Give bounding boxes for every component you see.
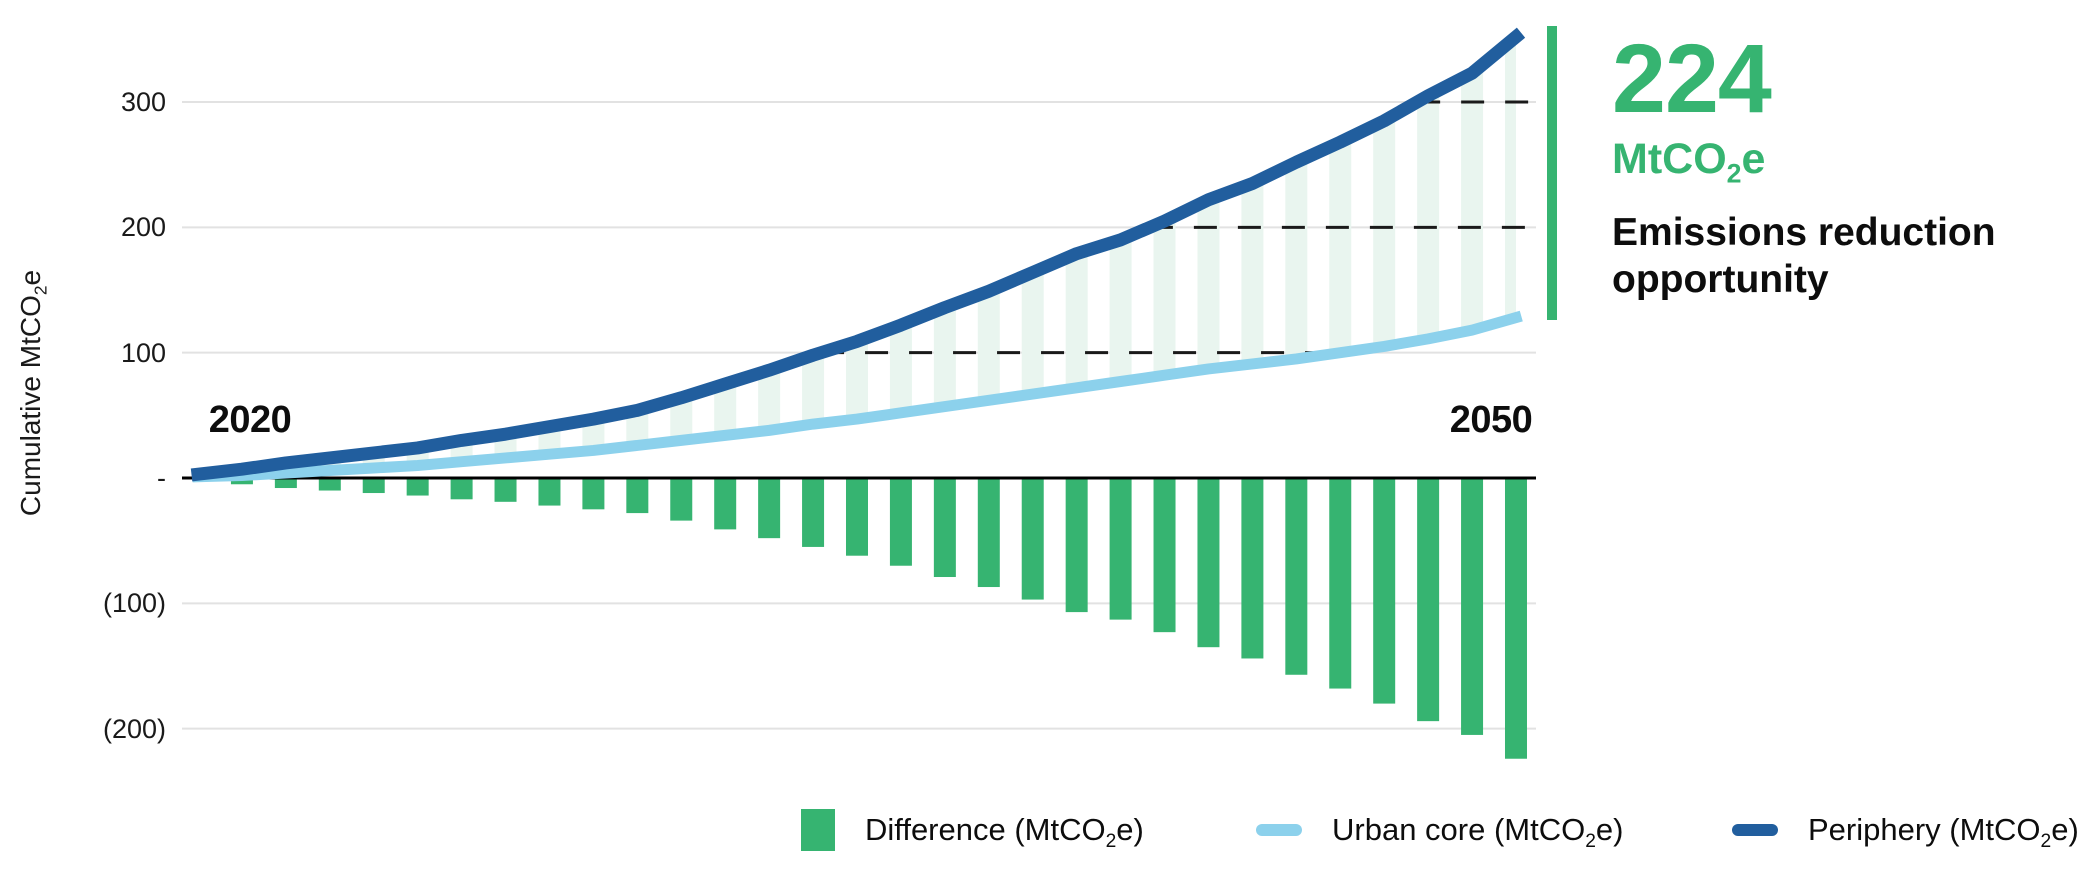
gap-stripe: [318, 36, 341, 477]
legend-item-difference: Difference (MtCO2e): [801, 805, 1144, 855]
gap-stripe: [1197, 36, 1220, 477]
y-tick-100: 100: [120, 337, 166, 368]
difference-bar-2035: [845, 478, 868, 556]
gap-stripe: [494, 36, 517, 477]
gap-stripe: [1241, 36, 1264, 477]
difference-bar-2045: [1285, 478, 1308, 675]
annotation-line1: Emissions reduction: [1612, 210, 1996, 254]
gap-stripe: [1021, 36, 1044, 477]
difference-bar-2033: [758, 478, 781, 539]
periphery-line: [190, 27, 1526, 482]
difference-bar-2039: [1021, 478, 1044, 600]
difference-bar-2027: [494, 478, 517, 502]
gap-stripe: [582, 36, 605, 477]
difference-bar-2044: [1241, 478, 1264, 659]
annotation-description: Emissions reduction opportunity: [1612, 210, 1996, 304]
gap-stripe: [362, 36, 385, 477]
gap-stripe: [538, 36, 561, 477]
gap-stripe: [977, 36, 1000, 477]
difference-bar-2048: [1417, 478, 1440, 722]
gap-stripe: [230, 36, 253, 477]
annotation-block: 224 MtCO2e Emissions reduction opportuni…: [1612, 24, 1996, 304]
difference-bar-2029: [582, 478, 605, 510]
gap-stripe: [802, 36, 825, 477]
y-tick-(200): (200): [102, 713, 166, 744]
legend-label-periphery: Periphery (MtCO2e): [1808, 812, 2079, 853]
difference-bar-2026: [450, 478, 473, 500]
gap-stripe: [1065, 36, 1088, 477]
difference-bar-2023: [318, 478, 341, 491]
periphery-swatch: [1732, 824, 1778, 836]
y-tick-(100): (100): [102, 588, 166, 619]
gap-stripe: [1109, 36, 1132, 477]
difference-swatch: [801, 809, 835, 851]
y-tick-300: 300: [120, 87, 166, 117]
gap-stripe: [933, 36, 956, 477]
difference-bar-2030: [626, 478, 649, 514]
difference-bar-2046: [1329, 478, 1352, 689]
legend-item-urban-core: Urban core (MtCO2e): [1256, 805, 1624, 855]
difference-bar-2028: [538, 478, 561, 506]
gap-stripe: [1285, 36, 1308, 477]
difference-bar-2036: [889, 478, 912, 566]
difference-bar-2049: [1461, 478, 1484, 735]
legend-item-periphery: Periphery (MtCO2e): [1732, 805, 2079, 855]
difference-bar-2042: [1153, 478, 1176, 633]
y-tick--: -: [157, 463, 166, 493]
difference-bar-2047: [1373, 478, 1396, 704]
difference-bar-2038: [977, 478, 1000, 588]
difference-bar-2025: [406, 478, 429, 496]
legend-label-urban-core: Urban core (MtCO2e): [1332, 812, 1624, 853]
y-tick-200: 200: [120, 212, 166, 243]
difference-bar-2040: [1065, 478, 1088, 613]
legend-label-difference: Difference (MtCO2e): [865, 812, 1144, 853]
x-label-2050: 2050: [1449, 399, 1533, 441]
annotation-line2: opportunity: [1612, 257, 1829, 301]
difference-bar-2032: [714, 478, 737, 530]
gap-stripe: [1153, 36, 1176, 477]
urban-core-line: [192, 310, 1523, 483]
annotation-unit: MtCO2e: [1612, 134, 1766, 189]
difference-bar-2043: [1197, 478, 1220, 648]
difference-bar-2021: [230, 478, 253, 485]
gap-stripe: [1461, 36, 1484, 477]
gap-stripe: [1504, 36, 1516, 477]
difference-bar-2050: [1504, 478, 1527, 759]
difference-bar-2022: [274, 478, 297, 489]
gap-stripe: [1417, 36, 1440, 477]
gap-stripe: [758, 36, 781, 477]
x-label-2020: 2020: [208, 399, 292, 441]
gap-stripe: [274, 36, 297, 477]
difference-bar-2041: [1109, 478, 1132, 620]
difference-bar-2024: [362, 478, 385, 494]
gap-stripe: [1373, 36, 1396, 477]
difference-bar-2031: [670, 478, 693, 521]
y-axis-title: Cumulative MtCO2e: [15, 269, 51, 517]
gap-stripe: [714, 36, 737, 477]
difference-bar-2037: [933, 478, 956, 578]
urban-core-swatch: [1256, 824, 1302, 836]
difference-bar-2034: [802, 478, 825, 547]
gap-stripe: [889, 36, 912, 477]
gap-indicator-bar: [1547, 26, 1557, 320]
annotation-value: 224: [1612, 24, 1772, 133]
gap-stripe: [845, 36, 868, 477]
